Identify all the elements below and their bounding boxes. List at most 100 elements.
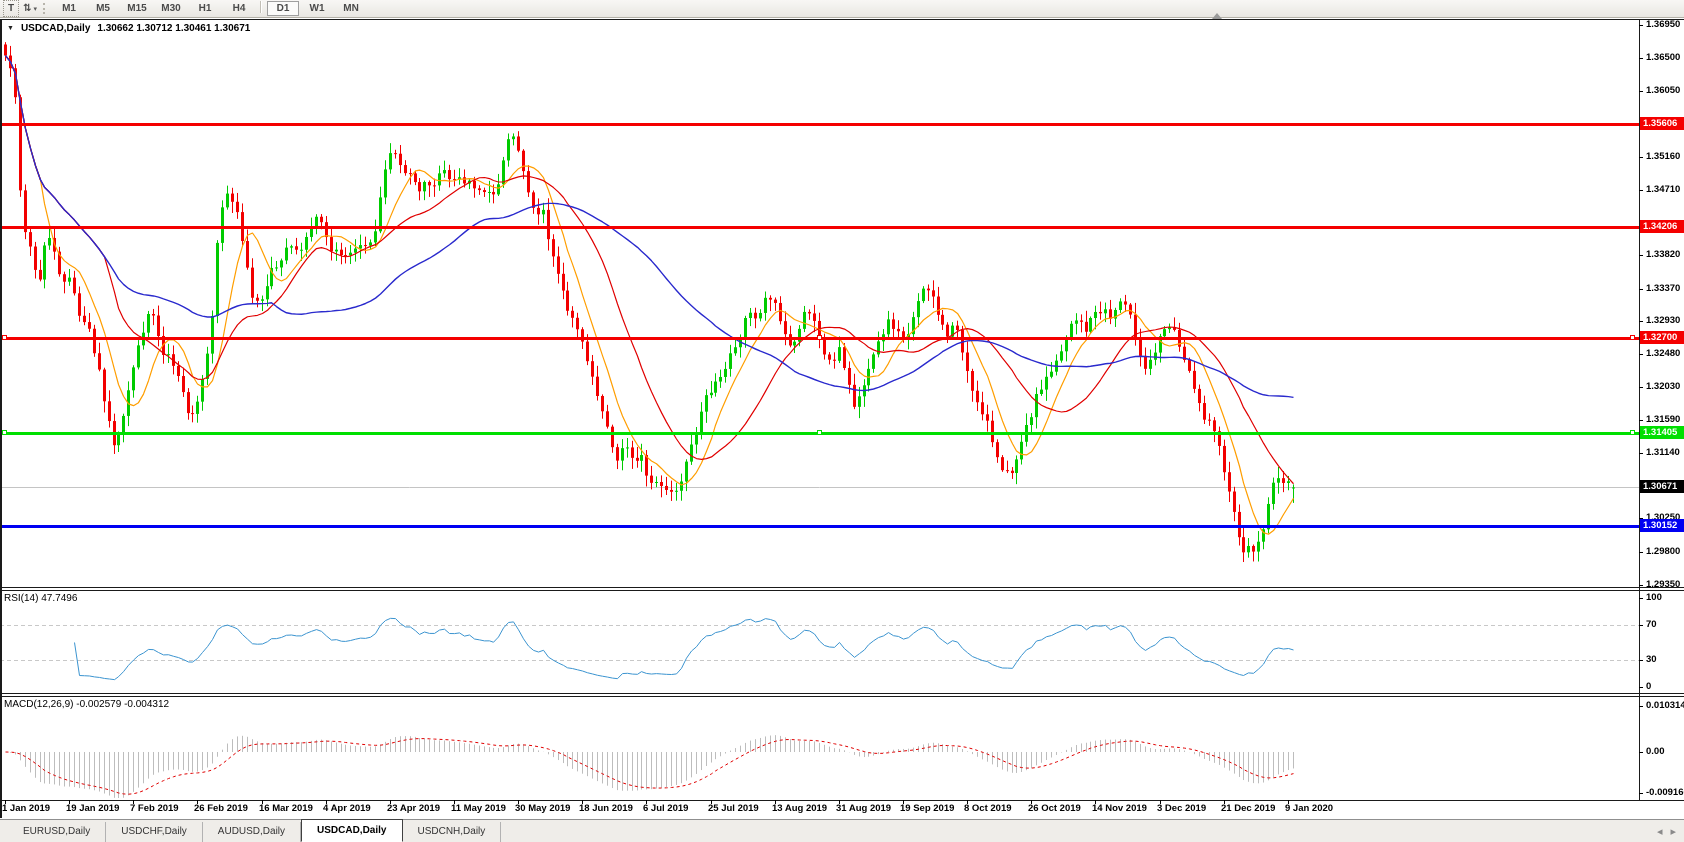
price-tag-level-1.34206: 1.34206: [1640, 220, 1684, 233]
chart-tabs: EURUSD,Daily USDCHF,Daily AUDUSD,Daily USDC…: [0, 819, 502, 842]
date-axis-tick: [262, 800, 263, 804]
price-axis-tick: [1639, 420, 1643, 421]
toolbar: T ⇅ ▾ M1 M5 M15 M30 H1 H4 D1 W1 MN: [0, 0, 1684, 18]
timeframe-button-m5[interactable]: M5: [96, 3, 110, 14]
price-axis-tick: [1639, 289, 1643, 290]
text-tool-button[interactable]: T: [3, 0, 20, 17]
timeframe-group: M1 M5 M15 M30 H1 H4 D1 W1 MN: [52, 1, 368, 16]
chart-shift-marker-icon[interactable]: [1212, 13, 1222, 19]
date-axis-label: 11 May 2019: [451, 803, 506, 814]
rsi-axis-tick-label: 30: [1646, 654, 1657, 665]
timeframe-button-h4[interactable]: H4: [232, 3, 246, 14]
line-handle[interactable]: [2, 430, 7, 435]
price-axis-tick: [1639, 585, 1643, 586]
date-axis-tick: [1224, 800, 1225, 804]
date-axis-tick: [197, 800, 198, 804]
date-axis-label: 7 Feb 2019: [130, 803, 179, 814]
date-axis-label: 3 Dec 2019: [1157, 803, 1207, 814]
timeframe-button-mn[interactable]: MN: [343, 3, 359, 14]
date-axis-label: 4 Apr 2019: [323, 803, 371, 814]
date-axis-tick: [454, 800, 455, 804]
price-axis-border: [1639, 19, 1640, 800]
line-handle[interactable]: [817, 430, 822, 435]
timeframe-button-m1[interactable]: M1: [62, 3, 76, 14]
main-chart-canvas[interactable]: [0, 20, 1639, 587]
price-axis-tick: [1639, 354, 1643, 355]
price-tag-level-1.31405: 1.31405: [1640, 426, 1684, 439]
price-axis-tick-label: 1.36050: [1646, 85, 1681, 96]
date-axis-label: 26 Feb 2019: [194, 803, 248, 814]
date-axis-label: 31 Aug 2019: [836, 803, 892, 814]
rsi-indicator-label: RSI(14) 47.7496: [4, 593, 78, 604]
date-axis-label: 6 Jul 2019: [643, 803, 689, 814]
toolbar-grip: [43, 3, 48, 14]
price-axis-tick: [1639, 58, 1643, 59]
line-handle[interactable]: [817, 335, 822, 340]
macd-axis-tick: [1639, 793, 1643, 794]
date-axis-tick: [69, 800, 70, 804]
date-axis-label: 1 Jan 2019: [2, 803, 51, 814]
price-axis-tick: [1639, 387, 1643, 388]
date-axis-label: 18 Jun 2019: [579, 803, 633, 814]
date-axis-label: 19 Jan 2019: [66, 803, 120, 814]
timeframe-button-d1[interactable]: D1: [267, 1, 300, 16]
timeframe-button-m30[interactable]: M30: [161, 3, 181, 14]
date-axis-tick: [326, 800, 327, 804]
price-axis-tick-label: 1.33370: [1646, 283, 1681, 294]
date-axis-tick: [839, 800, 840, 804]
timeframe-button-m15[interactable]: M15: [127, 3, 147, 14]
date-axis-tick: [711, 800, 712, 804]
price-axis-tick-label: 1.32030: [1646, 381, 1681, 392]
price-axis-tick: [1639, 518, 1643, 519]
line-handle[interactable]: [2, 335, 7, 340]
rsi-axis-tick: [1639, 598, 1643, 599]
rsi-canvas[interactable]: [0, 591, 1639, 693]
macd-axis-tick: [1639, 752, 1643, 753]
indicator-arrows-button[interactable]: ⇅ ▾: [19, 1, 41, 16]
timeframe-button-w1[interactable]: W1: [309, 3, 325, 14]
macd-axis-tick: [1639, 706, 1643, 707]
macd-axis-tick-label: 0.010314: [1646, 700, 1684, 711]
tab-scroll-left-icon[interactable]: ◂: [1656, 826, 1663, 838]
date-axis-tick: [967, 800, 968, 804]
price-axis-tick-label: 1.31140: [1646, 447, 1680, 458]
tab-scroll-right-icon[interactable]: ▸: [1670, 826, 1676, 838]
date-axis-line: [0, 800, 1684, 801]
date-axis-tick: [1160, 800, 1161, 804]
date-axis-label: 21 Dec 2019: [1221, 803, 1276, 814]
line-handle[interactable]: [1630, 335, 1635, 340]
price-axis-tick-label: 1.32930: [1646, 315, 1681, 326]
date-axis-tick: [133, 800, 134, 804]
timeframe-button-h1[interactable]: H1: [198, 3, 212, 14]
price-axis-tick-label: 1.34710: [1646, 184, 1681, 195]
chart-symbol-label: USDCAD,Daily: [20, 23, 91, 34]
price-axis-tick: [1639, 25, 1643, 26]
tab-audusd-daily[interactable]: AUDUSD,Daily: [203, 822, 302, 842]
price-axis-tick-label: 1.33820: [1646, 249, 1681, 260]
rsi-axis-tick-label: 100: [1646, 592, 1662, 603]
price-axis-tick-label: 1.36500: [1646, 52, 1681, 63]
tab-usdcad-daily[interactable]: USDCAD,Daily: [301, 819, 403, 842]
date-axis-label: 13 Aug 2019: [772, 803, 828, 814]
macd-canvas[interactable]: [0, 697, 1639, 800]
line-handle[interactable]: [1630, 430, 1635, 435]
price-axis-tick-label: 1.32480: [1646, 348, 1681, 359]
rsi-axis-tick-label: 0: [1646, 681, 1652, 692]
date-axis-label: 8 Oct 2019: [964, 803, 1012, 814]
date-axis-label: 19 Sep 2019: [900, 803, 955, 814]
price-axis-tick: [1639, 157, 1643, 158]
chart-tab-bar: EURUSD,Daily USDCHF,Daily AUDUSD,Daily USDC…: [0, 819, 1684, 842]
price-axis-tick-label: 1.35160: [1646, 151, 1681, 162]
chart-window-left-border: [0, 19, 2, 818]
price-axis-tick-label: 1.29350: [1646, 579, 1681, 590]
collapse-chart-icon[interactable]: ▼: [7, 25, 14, 32]
price-axis-tick-label: 1.31590: [1646, 414, 1681, 425]
rsi-axis-tick: [1639, 687, 1643, 688]
date-axis-label: 9 Jan 2020: [1285, 803, 1334, 814]
tab-usdchf-daily[interactable]: USDCHF,Daily: [106, 822, 203, 842]
tab-usdcnh-daily[interactable]: USDCNH,Daily: [403, 822, 502, 842]
date-axis-tick: [1031, 800, 1032, 804]
price-axis-tick-label: 1.30250: [1646, 512, 1681, 523]
tab-eurusd-daily[interactable]: EURUSD,Daily: [8, 822, 107, 842]
